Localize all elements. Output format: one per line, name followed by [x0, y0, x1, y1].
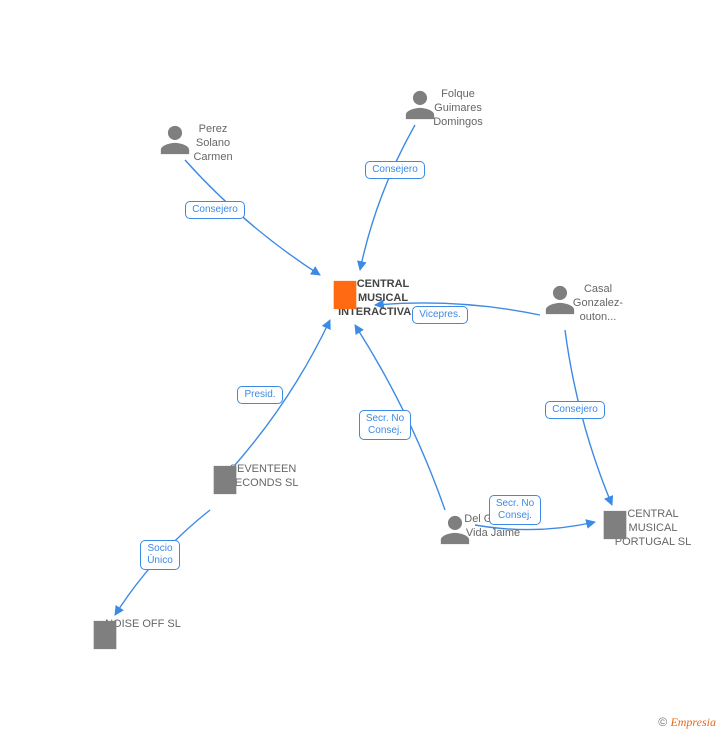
person-icon — [543, 283, 577, 317]
node-casal[interactable]: Casal Gonzalez- outon... — [543, 283, 653, 324]
node-folque[interactable]: Folque Guimares Domingos — [403, 88, 513, 129]
person-icon — [403, 88, 437, 122]
building-icon — [598, 508, 632, 542]
node-seventeen[interactable]: SEVENTEEN SECONDS SL — [208, 463, 318, 491]
node-portugal[interactable]: CENTRAL MUSICAL PORTUGAL SL — [598, 508, 708, 549]
edge-label: Consejero — [365, 161, 425, 179]
building-icon — [88, 618, 122, 652]
edge-label: Consejero — [545, 401, 605, 419]
building-icon — [328, 278, 362, 312]
building-icon — [208, 463, 242, 497]
person-icon — [438, 513, 472, 547]
person-icon — [158, 123, 192, 157]
edge-label: Consejero — [185, 201, 245, 219]
node-perez[interactable]: Perez Solano Carmen — [158, 123, 268, 164]
copyright-symbol: © — [658, 715, 667, 729]
copyright: © Empresia — [658, 715, 716, 730]
edge-label: Secr. No Consej. — [359, 410, 411, 440]
edge-label: Presid. — [237, 386, 282, 404]
copyright-brand: Empresia — [670, 715, 716, 729]
edge — [360, 125, 415, 270]
edge-label: Socio Único — [140, 540, 180, 570]
node-noise[interactable]: NOISE OFF SL — [88, 618, 198, 632]
edge-label: Vicepres. — [412, 306, 468, 324]
edge-label: Secr. No Consej. — [489, 495, 541, 525]
